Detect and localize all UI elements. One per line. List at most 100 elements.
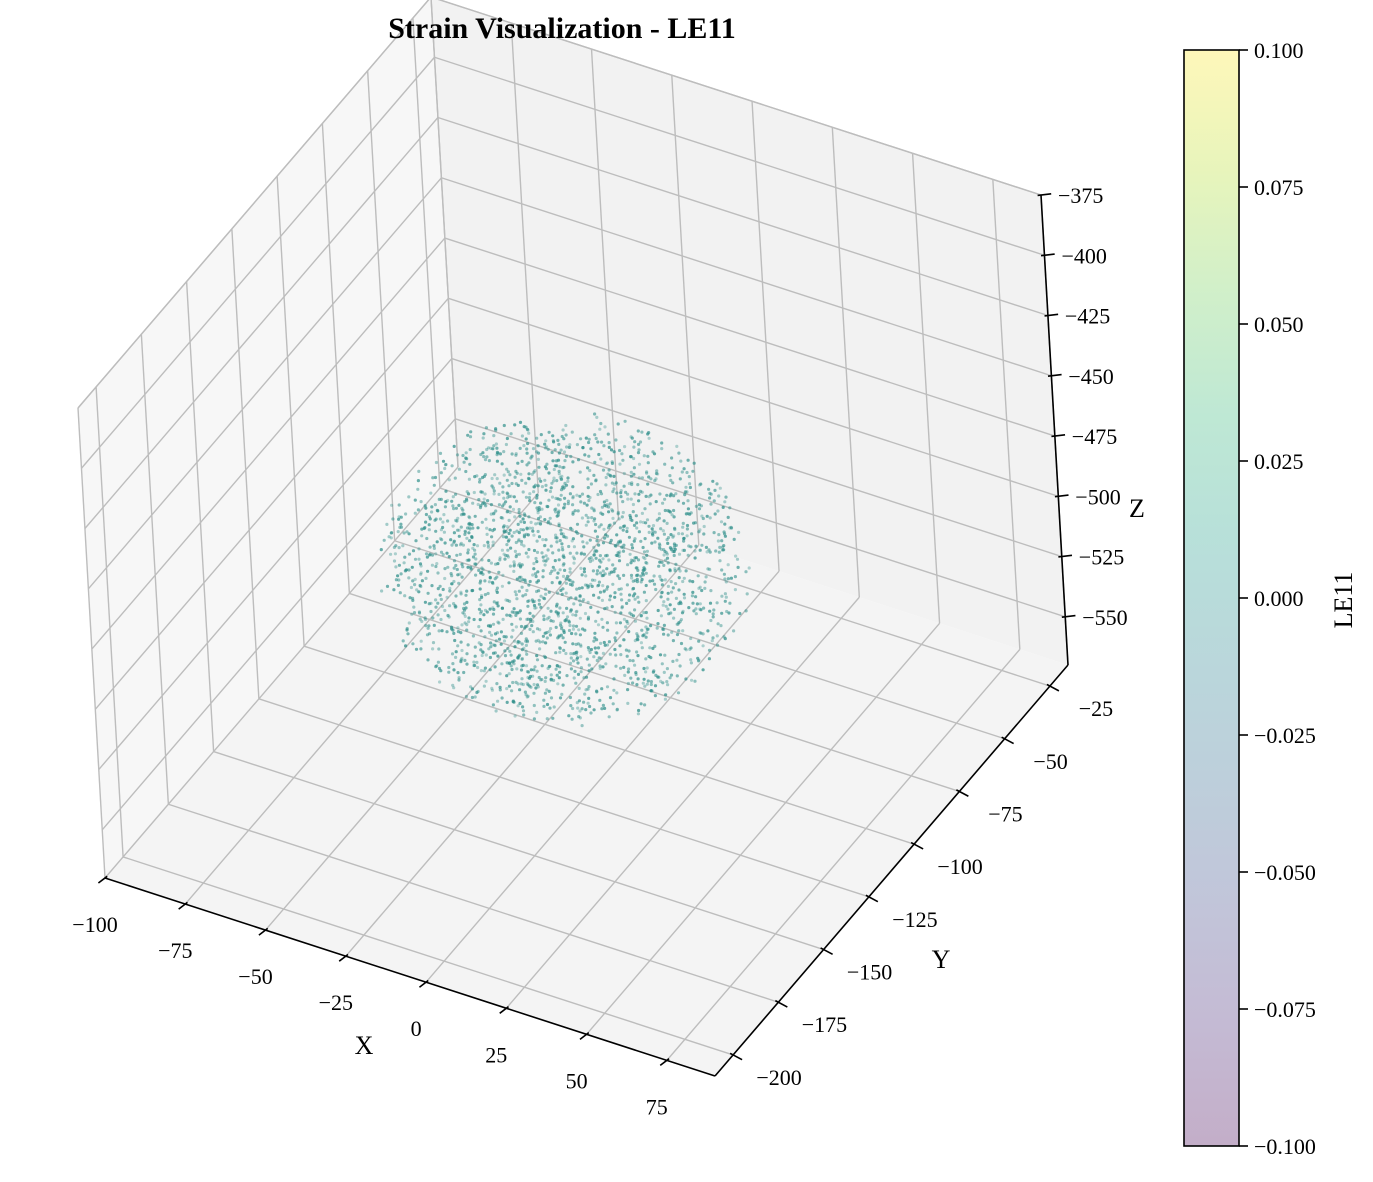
scatter-point	[588, 704, 592, 709]
scatter-point	[636, 677, 640, 681]
scatter-point	[502, 473, 506, 477]
scatter-point	[607, 524, 611, 528]
scatter-point	[708, 496, 712, 500]
scatter-point	[673, 526, 677, 530]
scatter-point	[506, 496, 510, 500]
scatter-point	[516, 682, 520, 686]
scatter-point	[670, 513, 674, 517]
scatter-point	[663, 508, 667, 513]
scatter-point	[674, 492, 678, 496]
scatter-point	[489, 641, 493, 645]
scatter-point	[512, 569, 516, 574]
scatter-point	[660, 662, 664, 666]
scatter-point	[622, 665, 626, 670]
scatter-point	[397, 503, 401, 507]
scatter-point	[427, 515, 431, 519]
scatter-point	[554, 533, 558, 537]
scatter-point	[580, 516, 585, 520]
scatter-point	[570, 631, 574, 636]
scatter-point	[505, 674, 509, 678]
scatter-point	[598, 427, 602, 431]
scatter-point	[435, 562, 439, 566]
scatter-point	[397, 517, 401, 521]
scatter-point	[454, 506, 458, 510]
scatter-point	[557, 558, 561, 562]
scatter-point	[605, 567, 609, 571]
scatter-point	[662, 553, 666, 557]
scatter-point	[644, 657, 648, 661]
scatter-point	[497, 492, 501, 496]
scatter-point	[500, 606, 504, 610]
scatter-point	[436, 660, 440, 664]
scatter-point	[531, 614, 535, 618]
scatter-point	[622, 484, 626, 488]
scatter-point	[506, 509, 510, 513]
scatter-point	[416, 508, 420, 512]
scatter-point	[514, 613, 518, 618]
scatter-point	[685, 534, 689, 538]
scatter-point	[625, 654, 629, 658]
scatter-point	[626, 701, 630, 706]
scatter-point	[452, 686, 456, 690]
scatter-point	[701, 668, 705, 672]
scatter-point	[611, 490, 615, 494]
scatter-point	[660, 590, 664, 595]
scatter-point	[640, 476, 645, 480]
scatter-point	[498, 558, 502, 562]
scatter-point	[616, 512, 620, 516]
scatter-point	[563, 496, 567, 500]
scatter-point	[538, 522, 543, 526]
scatter-point	[518, 701, 522, 706]
scatter-point	[627, 667, 631, 671]
scatter-point	[688, 482, 692, 486]
scatter-point	[504, 442, 508, 447]
scatter-point	[430, 563, 434, 567]
scatter-point	[544, 554, 548, 558]
scatter-point	[471, 634, 475, 638]
scatter-point	[392, 559, 397, 563]
scatter-point	[438, 584, 442, 588]
scatter-point	[644, 521, 648, 525]
y-grid-floor	[439, 487, 1051, 687]
scatter-point	[706, 629, 710, 633]
scatter-point	[582, 676, 586, 680]
scatter-point	[537, 589, 541, 593]
scatter-point	[588, 650, 592, 655]
scatter-point	[689, 636, 693, 641]
scatter-point	[515, 529, 519, 533]
scatter-point	[490, 535, 494, 539]
scatter-point	[479, 579, 483, 583]
scatter-point	[586, 516, 590, 520]
scatter-point	[417, 557, 421, 561]
scatter-point	[521, 528, 526, 532]
scatter-point	[524, 495, 529, 499]
scatter-point	[530, 598, 535, 602]
scatter-point	[637, 442, 641, 446]
scatter-point	[594, 478, 598, 482]
scatter-point	[651, 579, 655, 583]
scatter-point	[521, 517, 525, 521]
scatter-point	[597, 583, 601, 587]
scatter-point	[558, 539, 562, 543]
scatter-point	[684, 677, 688, 681]
scatter-point	[660, 560, 664, 565]
scatter-point	[476, 665, 480, 670]
scatter-point	[697, 507, 702, 511]
scatter-point	[491, 540, 495, 544]
scatter-point	[520, 585, 524, 589]
scatter-point	[627, 535, 632, 539]
scatter-point	[431, 476, 435, 480]
scatter-point	[419, 571, 423, 575]
scatter-point	[692, 521, 696, 525]
scatter-point	[647, 436, 651, 440]
scatter-point	[455, 553, 459, 557]
scatter-point	[666, 584, 671, 589]
x-grid-floor	[184, 492, 539, 905]
scatter-point	[510, 622, 514, 626]
scatter-point	[621, 458, 625, 462]
scatter-point	[583, 611, 588, 616]
scatter-point	[570, 528, 574, 532]
scatter-point	[625, 601, 629, 606]
scatter-point	[488, 624, 492, 629]
scatter-point	[673, 527, 677, 532]
